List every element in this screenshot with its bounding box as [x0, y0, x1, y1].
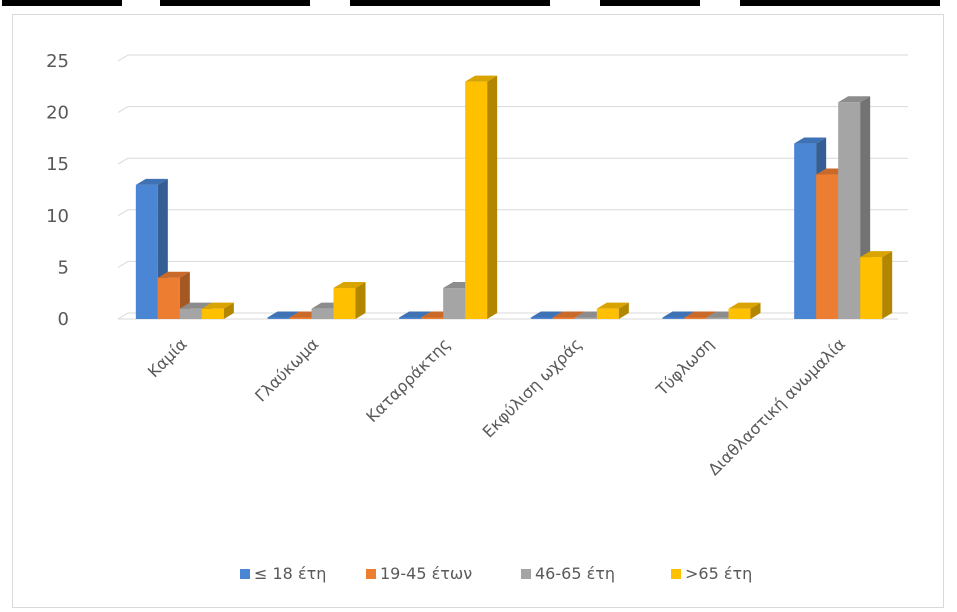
bar-top — [399, 311, 432, 318]
legend-swatch — [671, 569, 681, 579]
category-label: Τύφλωση — [652, 334, 718, 400]
bar-side — [882, 251, 893, 319]
category-label: Καταρράκτης — [362, 334, 454, 426]
category-label: Γλαύκωμα — [251, 334, 322, 405]
bar-top — [662, 311, 695, 318]
gridline-side — [117, 260, 129, 268]
bar-front — [860, 257, 883, 319]
legend-entry: 19-45 έτων — [380, 564, 472, 583]
y-tick-label: 25 — [46, 51, 69, 72]
bar-front — [135, 184, 158, 319]
gridline-side — [117, 312, 129, 320]
bar — [596, 302, 629, 319]
bar-front — [838, 102, 861, 319]
legend-entry: 46-65 έτη — [535, 564, 615, 583]
bar-front — [201, 308, 224, 319]
bar-front — [289, 317, 312, 319]
bar-top — [465, 75, 498, 82]
bar-front — [552, 317, 575, 319]
bar-side — [750, 302, 761, 319]
y-tick-label: 20 — [46, 103, 69, 124]
bar-top — [157, 271, 190, 278]
bar-front — [333, 288, 356, 319]
legend-swatch — [521, 569, 531, 579]
bar-top — [838, 96, 871, 103]
bar-side — [487, 75, 498, 319]
bar-front — [267, 317, 290, 319]
bar-front — [465, 81, 488, 319]
bar-top — [552, 311, 585, 318]
bar-front — [794, 143, 817, 319]
bar-front — [399, 317, 422, 319]
bar-front — [816, 174, 839, 319]
gridline-side — [117, 209, 129, 217]
y-tick-label: 15 — [46, 154, 69, 175]
bar-front — [684, 317, 707, 319]
bar-front — [574, 317, 597, 319]
bar-side — [355, 282, 366, 319]
bar-top — [179, 302, 212, 309]
bar-top — [267, 311, 300, 318]
bar — [728, 302, 761, 319]
legend-swatch — [240, 569, 250, 579]
bar-front — [706, 317, 729, 319]
bar-top — [728, 302, 761, 309]
y-tick-label: 5 — [58, 257, 69, 278]
bar-top — [333, 282, 366, 289]
y-tick-label: 10 — [46, 206, 69, 227]
bar-top — [530, 311, 563, 318]
category-label: Διαθλαστική ανωμαλία — [704, 334, 849, 479]
bar-front — [157, 277, 180, 319]
bar-front — [596, 308, 619, 319]
bar-top — [201, 302, 234, 309]
bar-front — [311, 308, 334, 319]
y-tick-label: 0 — [58, 309, 69, 330]
bar — [333, 282, 366, 319]
bar-top — [596, 302, 629, 309]
bar-front — [421, 317, 444, 319]
bar-front — [530, 317, 553, 319]
bar-front — [728, 308, 751, 319]
bar — [465, 75, 498, 319]
bar-front — [443, 288, 466, 319]
chart-area: 0 5 10 15 20 25 Καμία Γλαύκωμα Καταρράκτης Εκφύλ… — [12, 14, 944, 608]
bar-side — [618, 302, 629, 319]
bar-front — [179, 308, 202, 319]
legend-swatch — [366, 569, 376, 579]
legend-entry: >65 έτη — [685, 564, 752, 583]
gridline-side — [117, 106, 129, 114]
legend-entry: ≤ 18 έτη — [254, 564, 326, 583]
bar-chart: 0 5 10 15 20 25 Καμία Γλαύκωμα Καταρράκτης Εκφύλ… — [46, 51, 908, 583]
gridline-side — [117, 157, 129, 165]
gridline-side — [117, 54, 129, 62]
bar-side — [223, 302, 234, 319]
category-label: Εκφύλιση ωχράς — [479, 334, 586, 441]
bar-top — [794, 137, 827, 144]
category-label: Καμία — [144, 334, 191, 381]
top-cropped-text-strip — [0, 0, 957, 10]
bar — [860, 251, 893, 319]
bar — [201, 302, 234, 319]
bar-top — [860, 251, 893, 258]
bar-top — [135, 178, 168, 185]
bar-top — [684, 311, 717, 318]
bar-front — [662, 317, 685, 319]
